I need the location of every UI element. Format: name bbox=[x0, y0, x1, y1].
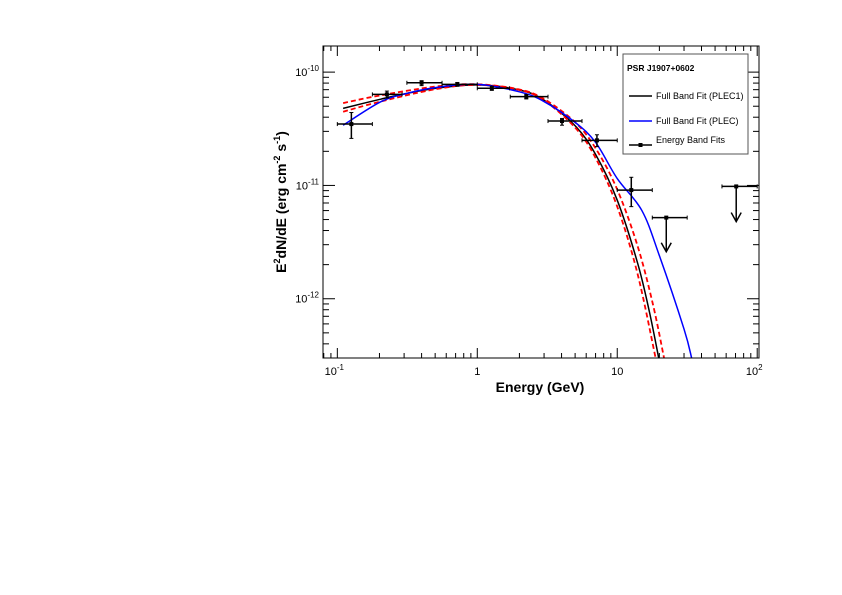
point-marker bbox=[419, 80, 424, 85]
point-marker bbox=[349, 122, 354, 127]
y-tick-label: 10-10 bbox=[295, 64, 319, 79]
arrow-down-icon bbox=[660, 242, 672, 254]
band-fit-point bbox=[547, 117, 583, 126]
x-axis-title: Energy (GeV) bbox=[496, 379, 585, 395]
x-tick-base: 1 bbox=[474, 366, 480, 378]
point-marker bbox=[664, 215, 669, 220]
confidence-band-curve bbox=[342, 83, 665, 358]
band-fit-point bbox=[509, 93, 549, 100]
y-tick-label: 10-11 bbox=[296, 177, 320, 192]
x-tick-base: 10 bbox=[325, 366, 337, 378]
point-marker bbox=[594, 138, 599, 143]
legend-marker-band-fits bbox=[638, 143, 643, 147]
plot-frame bbox=[322, 45, 760, 359]
x-tick-exp: -1 bbox=[337, 363, 345, 372]
x-tick-base: 10 bbox=[611, 366, 623, 378]
y-tick-exp: -12 bbox=[307, 291, 319, 300]
x-tick-label: 102 bbox=[746, 363, 763, 378]
upper-limit-point bbox=[651, 215, 688, 254]
legend-label-plec1: Full Band Fit (PLEC1) bbox=[656, 91, 744, 101]
data-points bbox=[336, 80, 758, 254]
y-tick-exp: -11 bbox=[308, 177, 320, 186]
legend-label-plec: Full Band Fit (PLEC) bbox=[656, 116, 739, 126]
band-fit-point bbox=[336, 112, 373, 139]
point-marker bbox=[560, 119, 565, 124]
x-tick-label: 1 bbox=[474, 366, 480, 378]
x-tick-label: 10 bbox=[611, 366, 623, 378]
y-tick-label: 10-12 bbox=[295, 291, 319, 306]
legend-box bbox=[622, 53, 749, 155]
x-tick-label: 10-1 bbox=[325, 363, 345, 378]
confidence-band-curve bbox=[342, 84, 657, 358]
point-marker bbox=[489, 86, 494, 91]
point-marker bbox=[734, 184, 739, 189]
arrow-down-icon bbox=[730, 212, 742, 224]
band-fit-point bbox=[476, 85, 511, 91]
band-fit-point bbox=[371, 90, 403, 99]
y-tick-base: 10 bbox=[296, 180, 308, 192]
point-marker bbox=[384, 92, 389, 97]
band-fit-point bbox=[406, 80, 443, 87]
legend-title: PSR J1907+0602 bbox=[627, 63, 695, 73]
y-axis-title: E2dN/dE (erg cm-2 s-1) bbox=[272, 131, 289, 273]
y-tick-base: 10 bbox=[295, 67, 307, 79]
plec1-fit-curve bbox=[342, 84, 660, 358]
upper-limit-point bbox=[721, 184, 758, 224]
plec-fit-curve bbox=[342, 83, 693, 358]
band-fit-point bbox=[616, 176, 653, 208]
point-marker bbox=[629, 188, 634, 193]
fit-curves bbox=[342, 83, 693, 358]
band-fit-point bbox=[581, 134, 618, 148]
band-fit-point bbox=[441, 81, 478, 87]
x-tick-exp: 2 bbox=[758, 363, 763, 372]
legend: PSR J1907+0602 Full Band Fit (PLEC1) Ful… bbox=[622, 53, 749, 155]
y-tick-base: 10 bbox=[295, 294, 307, 306]
point-marker bbox=[455, 82, 460, 87]
legend-label-band-fits: Energy Band Fits bbox=[656, 135, 726, 145]
point-marker bbox=[524, 94, 529, 99]
y-tick-exp: -10 bbox=[307, 64, 319, 73]
x-tick-base: 10 bbox=[746, 366, 758, 378]
